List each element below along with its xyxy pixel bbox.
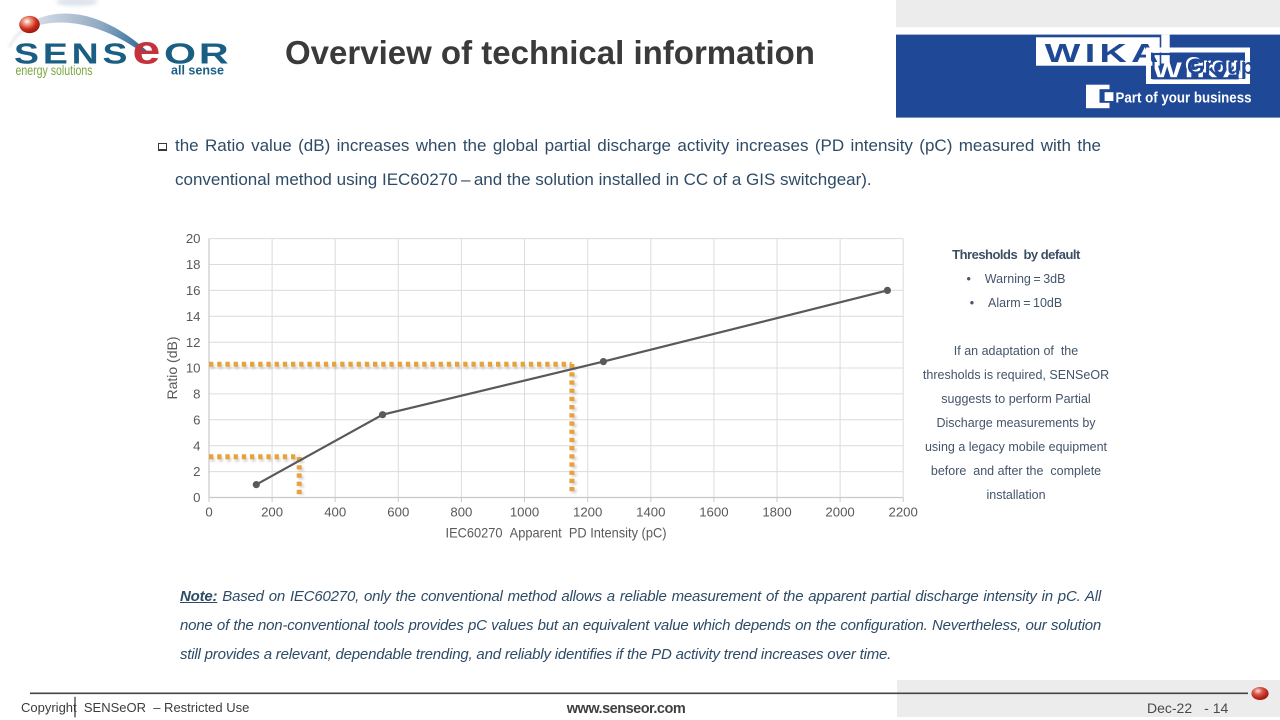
- svg-text:Group: Group: [1185, 53, 1253, 78]
- svg-text:WIKA: WIKA: [1045, 39, 1163, 68]
- svg-text:16: 16: [186, 283, 201, 298]
- svg-text:1400: 1400: [636, 505, 665, 520]
- svg-text:0: 0: [205, 505, 212, 520]
- svg-text:8: 8: [193, 387, 200, 402]
- svg-text:400: 400: [324, 505, 346, 520]
- svg-text:14: 14: [186, 309, 201, 324]
- svg-text:1600: 1600: [699, 505, 728, 520]
- svg-text:18: 18: [186, 257, 201, 272]
- svg-text:12: 12: [186, 335, 201, 350]
- svg-text:600: 600: [387, 505, 409, 520]
- svg-text:6: 6: [193, 412, 200, 427]
- svg-text:Part of your business: Part of your business: [1116, 90, 1252, 106]
- svg-text:Group: Group: [1187, 54, 1255, 79]
- svg-text:IEC60270 Apparent PD Intensi: IEC60270 Apparent PD Intensity (pC): [446, 525, 667, 541]
- svg-text:Ratio (dB): Ratio (dB): [164, 336, 180, 399]
- svg-text:0: 0: [193, 490, 200, 505]
- svg-text:1000: 1000: [510, 505, 539, 520]
- svg-text:1200: 1200: [573, 505, 602, 520]
- svg-text:20: 20: [186, 231, 201, 246]
- svg-text:4: 4: [193, 438, 200, 453]
- svg-text:e: e: [133, 27, 161, 72]
- svg-text:1800: 1800: [762, 505, 791, 520]
- svg-text:2200: 2200: [889, 505, 918, 520]
- svg-text:all sense: all sense: [171, 63, 224, 78]
- svg-text:2: 2: [193, 464, 200, 479]
- svg-text:energy solutions: energy solutions: [16, 63, 93, 78]
- svg-text:200: 200: [261, 505, 283, 520]
- svg-text:2000: 2000: [825, 505, 854, 520]
- svg-text:OR: OR: [164, 37, 231, 70]
- svg-text:10: 10: [186, 361, 201, 376]
- svg-text:SENS: SENS: [14, 38, 131, 70]
- svg-text:800: 800: [450, 505, 472, 520]
